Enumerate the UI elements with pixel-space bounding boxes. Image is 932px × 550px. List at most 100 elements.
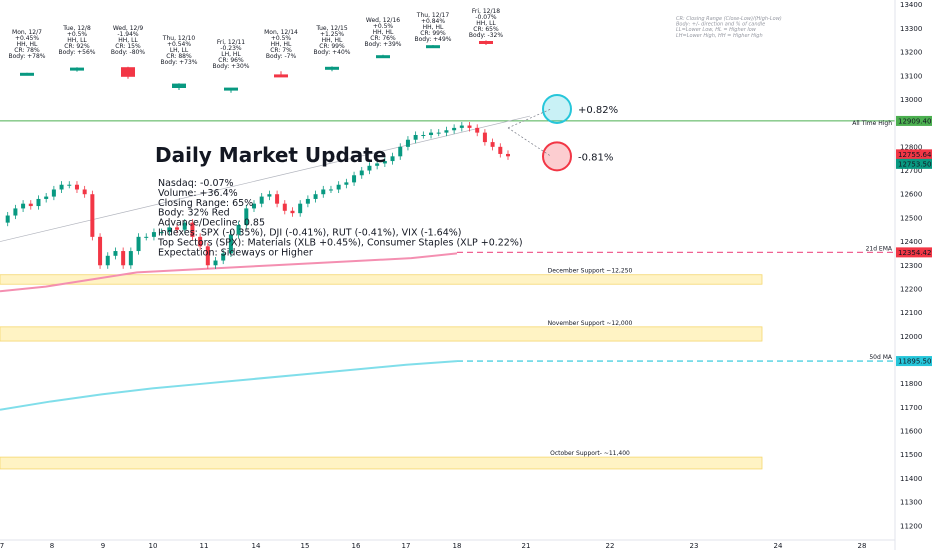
- candle: [506, 153, 510, 157]
- candle: [413, 135, 418, 140]
- support-zone-label: December Support ~12,250: [548, 268, 633, 275]
- x-tick-label: 16: [352, 542, 361, 550]
- y-tick-label: 12700: [900, 167, 922, 175]
- y-tick-label: 13000: [900, 96, 922, 104]
- legend-line: LL=Lower Low, HL = Higher low: [676, 27, 757, 33]
- y-tick-label: 13100: [900, 72, 922, 80]
- daily-box-line: Body: +30%: [212, 63, 249, 70]
- price-label-bg: [896, 356, 932, 367]
- daily-box-line: CR: 99%: [420, 30, 446, 37]
- x-tick-label: 18: [453, 542, 462, 550]
- y-tick-label: 11500: [900, 451, 922, 459]
- daily-box-line: +0.5%: [271, 35, 292, 42]
- candle: [459, 125, 464, 128]
- candle: [267, 194, 272, 197]
- x-tick-label: 11: [200, 542, 209, 550]
- summary-line: Expectation: Sideways or Higher: [158, 247, 313, 258]
- y-tick-label: 12100: [900, 309, 922, 317]
- projection-label: +0.82%: [578, 105, 618, 116]
- projections: +0.82% -0.81%: [507, 93, 618, 172]
- daily-candle: [479, 41, 493, 44]
- support-zones: December Support ~12,250 November Support…: [0, 268, 763, 470]
- projection-annotations: +0.82% -0.81%: [507, 93, 618, 172]
- candle: [5, 215, 10, 223]
- x-tick-label: 21: [522, 542, 531, 550]
- candle: [21, 203, 26, 209]
- support-zone: [0, 326, 763, 342]
- candle: [305, 198, 310, 204]
- daily-candle: [274, 74, 288, 78]
- daily-box-line: Body: +40%: [313, 49, 350, 56]
- candle: [67, 184, 72, 186]
- price-label-bg: [896, 115, 932, 126]
- candle: [313, 194, 318, 199]
- candle: [467, 125, 472, 128]
- projection-circle: [542, 141, 572, 172]
- candle: [282, 203, 287, 211]
- candle: [244, 208, 249, 225]
- daily-box-line: Body: +56%: [58, 49, 95, 56]
- summary-line: Top Sectors (SPX): Materials (XLB +0.45%…: [157, 237, 523, 248]
- candle: [113, 251, 118, 256]
- legend-line: CR: Closing Range (Close-Low)/(High-Low): [676, 16, 782, 22]
- candle: [236, 225, 241, 235]
- daily-box-line: Fri, 12/11: [217, 39, 245, 46]
- daily-box-line: CR: 15%: [115, 43, 141, 50]
- y-tick-label: 12000: [900, 333, 922, 341]
- daily-candle: [376, 55, 390, 59]
- candle: [144, 236, 149, 238]
- candle: [344, 182, 349, 185]
- price-label-bg: [896, 247, 932, 258]
- daily-box-line: -0.23%: [220, 45, 242, 52]
- candle: [405, 139, 410, 147]
- candle: [328, 189, 333, 191]
- x-tick-label: 8: [50, 542, 54, 550]
- daily-box-line: -0.07%: [475, 14, 497, 21]
- candle: [136, 236, 141, 252]
- daily-box-line: HH, LL: [67, 37, 87, 44]
- daily-box-line: +0.54%: [167, 41, 191, 48]
- daily-box-line: CR: 96%: [218, 57, 244, 64]
- daily-box-line: Tue, 12/15: [315, 25, 348, 32]
- support-zone-label: October Support- ~11,400: [550, 450, 630, 457]
- candle: [398, 146, 403, 157]
- level-lines: All Time High 21d EMA 50d MA: [0, 120, 895, 362]
- candle: [221, 253, 226, 261]
- daily-box-line: Thu, 12/10: [162, 35, 196, 42]
- daily-candle: [20, 72, 34, 76]
- daily-box-line: HH, HL: [322, 37, 343, 44]
- y-tick-label: 13400: [900, 1, 922, 9]
- candle: [213, 260, 218, 266]
- daily-box-line: Wed, 12/9: [113, 25, 144, 32]
- projection-circle: [542, 93, 572, 124]
- candle: [290, 210, 295, 214]
- candle: [159, 232, 164, 234]
- legend-text: CR: Closing Range (Close-Low)/(High-Low)…: [676, 16, 782, 39]
- daily-box-line: CR: 76%: [370, 35, 396, 42]
- daily-box-line: CR: 99%: [319, 43, 345, 50]
- price-label-bg: [896, 149, 932, 160]
- daily-box-line: HH, LL: [118, 37, 138, 44]
- candle: [44, 196, 49, 199]
- candle: [190, 222, 195, 237]
- level-label: 21d EMA: [866, 245, 893, 252]
- daily-box-line: Mon, 12/7: [12, 29, 42, 36]
- y-tick-label: 11600: [900, 428, 922, 436]
- daily-box-line: CR: 7%: [270, 47, 292, 54]
- price-label-bg: [896, 158, 932, 169]
- legend-line: LH=Lower High, HH = Higher High: [676, 33, 763, 39]
- x-tick-label: 15: [301, 542, 310, 550]
- candle: [128, 251, 133, 266]
- y-tick-label: 11200: [900, 522, 922, 530]
- candle: [375, 163, 380, 166]
- price-label: 11895.50: [898, 358, 931, 366]
